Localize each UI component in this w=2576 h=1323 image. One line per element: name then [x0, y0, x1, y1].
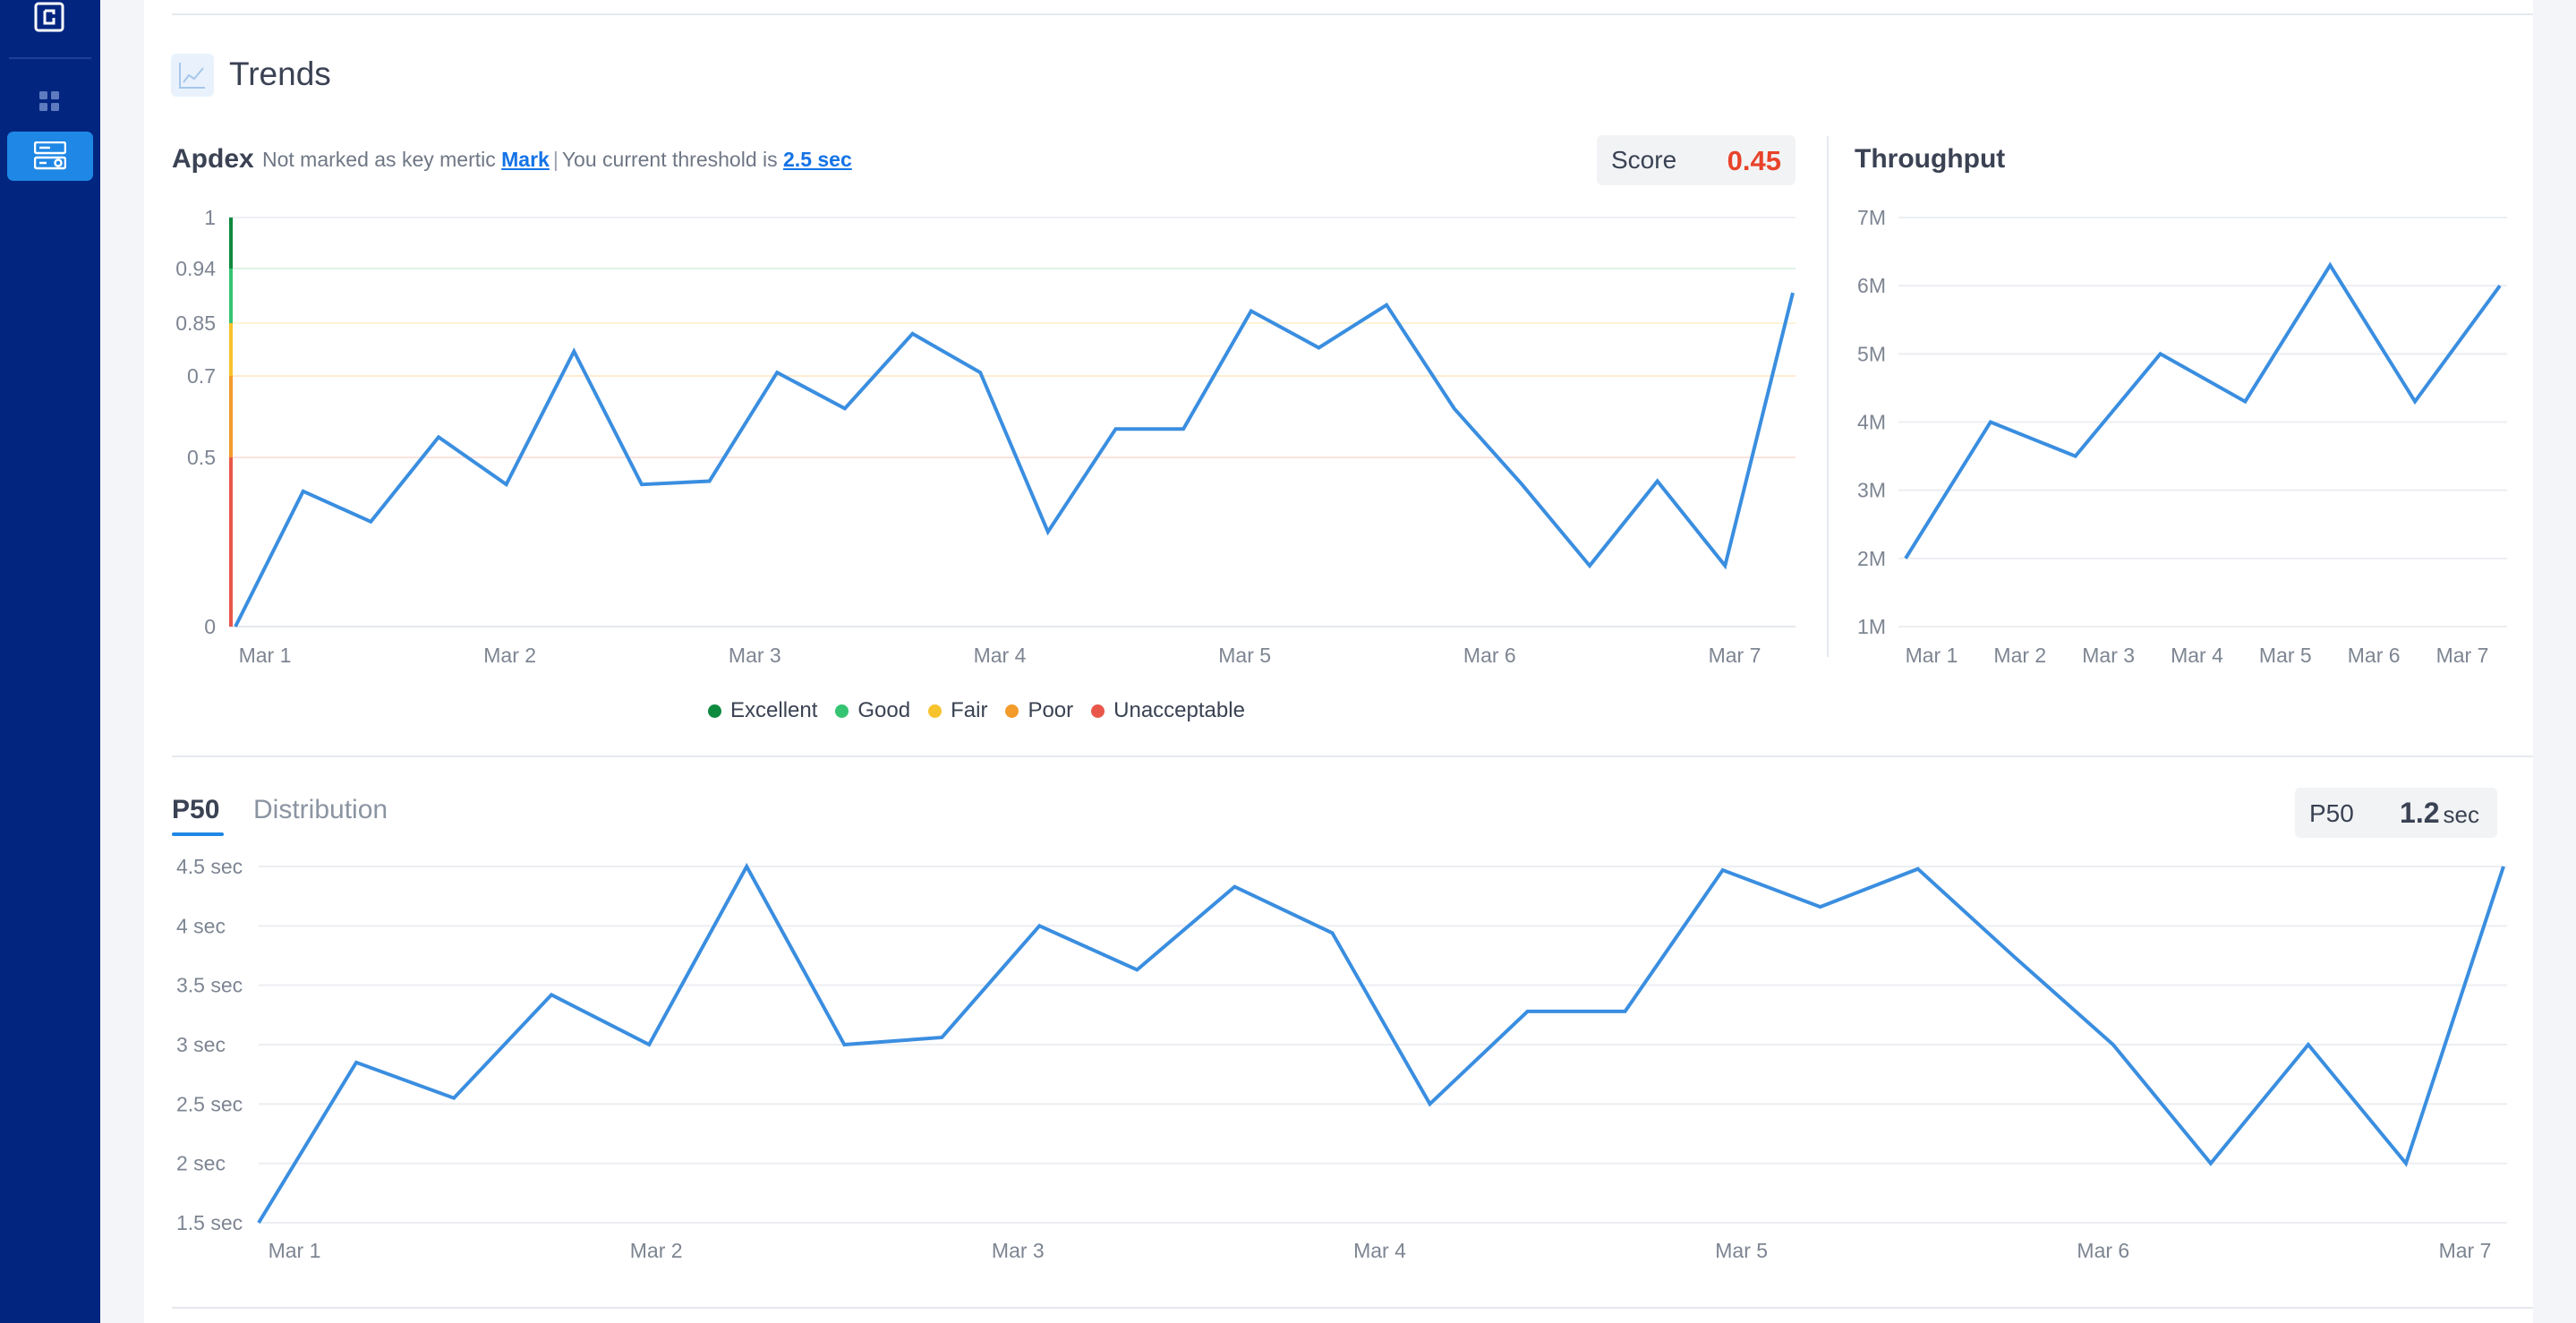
y-tick-label: 1 [204, 206, 216, 229]
legend-label: Good [857, 698, 911, 722]
apdex-legend: Excellent Good Fair Poor Unacceptable [708, 698, 1245, 723]
logo-icon [34, 2, 64, 32]
p50-stat-value: 1.2 sec [2400, 797, 2479, 830]
x-tick-label: Mar 1 [1906, 644, 1958, 667]
score-value: 0.45 [1727, 145, 1781, 176]
apdex-note: Not marked as key mertic Mark | You curren… [262, 148, 852, 172]
tab-distribution[interactable]: Distribution [253, 795, 388, 824]
y-tick-label: 7M [1857, 206, 1886, 229]
legend-item: Fair [928, 698, 987, 723]
legend-dot [928, 704, 943, 718]
y-tick-label: 0.85 [175, 312, 216, 335]
series-line [1904, 261, 2502, 559]
y-tick-label: 0 [204, 615, 216, 638]
top-divider [172, 13, 2533, 15]
main-panel: Trends Apdex Not marked as key mertic Ma… [144, 0, 2533, 1323]
y-tick-label: 5M [1857, 342, 1886, 365]
x-tick-label: Mar 6 [1463, 644, 1516, 667]
x-tick-label: Mar 4 [2171, 644, 2223, 667]
p50-stat-unit: sec [2443, 801, 2479, 828]
x-tick-label: Mar 6 [2077, 1239, 2129, 1262]
score-label: Score [1611, 146, 1677, 174]
x-tick-label: Mar 2 [483, 644, 536, 667]
x-tick-label: Mar 2 [1993, 644, 2046, 667]
legend-label: Fair [951, 698, 988, 722]
y-tick-label: 0.5 [187, 446, 216, 469]
x-tick-label: Mar 3 [992, 1239, 1045, 1262]
legend-item: Poor [1005, 698, 1073, 723]
throughput-title: Throughput [1855, 144, 2006, 174]
legend-dot [1005, 704, 1019, 718]
charts-canvas: 1 0.94 0.85 0.7 0.5 0 Mar 1 Mar 2 Mar 3 Mar 4 Mar … [175, 206, 2507, 1262]
legend-dot [1091, 704, 1105, 718]
chart-divider [1827, 136, 1829, 657]
tab-p50[interactable]: P50 [172, 795, 220, 824]
apdex-note-text: Not marked as key mertic [262, 148, 496, 171]
mark-key-metric-link[interactable]: Mark [501, 148, 550, 171]
legend-label: Excellent [730, 698, 818, 722]
y-tick-label: 6M [1857, 274, 1886, 297]
x-tick-label: Mar 2 [630, 1239, 683, 1262]
sidebar [0, 0, 100, 1323]
y-tick-label: 0.7 [187, 364, 216, 388]
y-tick-label: 3 sec [176, 1033, 226, 1056]
y-tick-label: 0.94 [175, 257, 216, 280]
x-tick-label: Mar 1 [269, 1239, 321, 1262]
note-separator: | [552, 148, 559, 171]
score-box: Score 0.45 [1597, 135, 1796, 185]
x-tick-label: Mar 3 [2082, 644, 2135, 667]
y-tick-label: 4 sec [176, 914, 226, 937]
legend-label: Unacceptable [1113, 698, 1245, 722]
legend-item: Unacceptable [1091, 698, 1245, 723]
p50-stat-number: 1.2 [2400, 797, 2440, 829]
x-tick-label: Mar 7 [1709, 644, 1761, 667]
bottom-divider [172, 1307, 2533, 1309]
y-tick-label: 2.5 sec [176, 1092, 243, 1115]
x-tick-label: Mar 7 [2439, 1239, 2492, 1262]
legend-item: Good [835, 698, 910, 723]
x-tick-label: Mar 5 [1218, 644, 1271, 667]
legend-item: Excellent [708, 698, 817, 723]
section-divider [172, 755, 2533, 757]
series-line [257, 862, 2505, 1225]
tab-active-underline [172, 832, 224, 836]
y-tick-label: 2M [1857, 547, 1886, 570]
y-tick-label: 4M [1857, 411, 1886, 434]
x-tick-label: Mar 4 [1353, 1239, 1406, 1262]
x-tick-label: Mar 4 [974, 644, 1027, 667]
legend-dot [835, 704, 849, 718]
trends-icon [171, 54, 214, 97]
legend-label: Poor [1028, 698, 1074, 722]
y-tick-label: 2 sec [176, 1152, 226, 1175]
apdex-title: Apdex [172, 144, 254, 174]
x-tick-label: Mar 1 [239, 644, 292, 667]
legend-dot [708, 704, 721, 718]
y-tick-label: 3.5 sec [176, 974, 243, 997]
x-tick-label: Mar 6 [2348, 644, 2401, 667]
threshold-text: You current threshold is [561, 148, 778, 171]
dashboard-icon[interactable] [38, 90, 60, 112]
threshold-link[interactable]: 2.5 sec [783, 148, 852, 171]
sidebar-item-services[interactable] [7, 132, 93, 181]
y-tick-label: 3M [1857, 479, 1886, 502]
sidebar-divider [9, 57, 91, 59]
y-tick-label: 1.5 sec [176, 1211, 243, 1234]
x-tick-label: Mar 5 [1715, 1239, 1768, 1262]
services-icon [34, 141, 66, 170]
p50-stat-box: P50 1.2 sec [2295, 788, 2497, 838]
series-line [234, 292, 1795, 627]
y-tick-label: 1M [1857, 615, 1886, 638]
trends-title: Trends [229, 55, 331, 92]
x-tick-label: Mar 5 [2259, 644, 2312, 667]
x-tick-label: Mar 3 [729, 644, 781, 667]
x-tick-label: Mar 7 [2436, 644, 2489, 667]
y-tick-label: 4.5 sec [176, 855, 243, 878]
p50-stat-label: P50 [2309, 799, 2354, 827]
